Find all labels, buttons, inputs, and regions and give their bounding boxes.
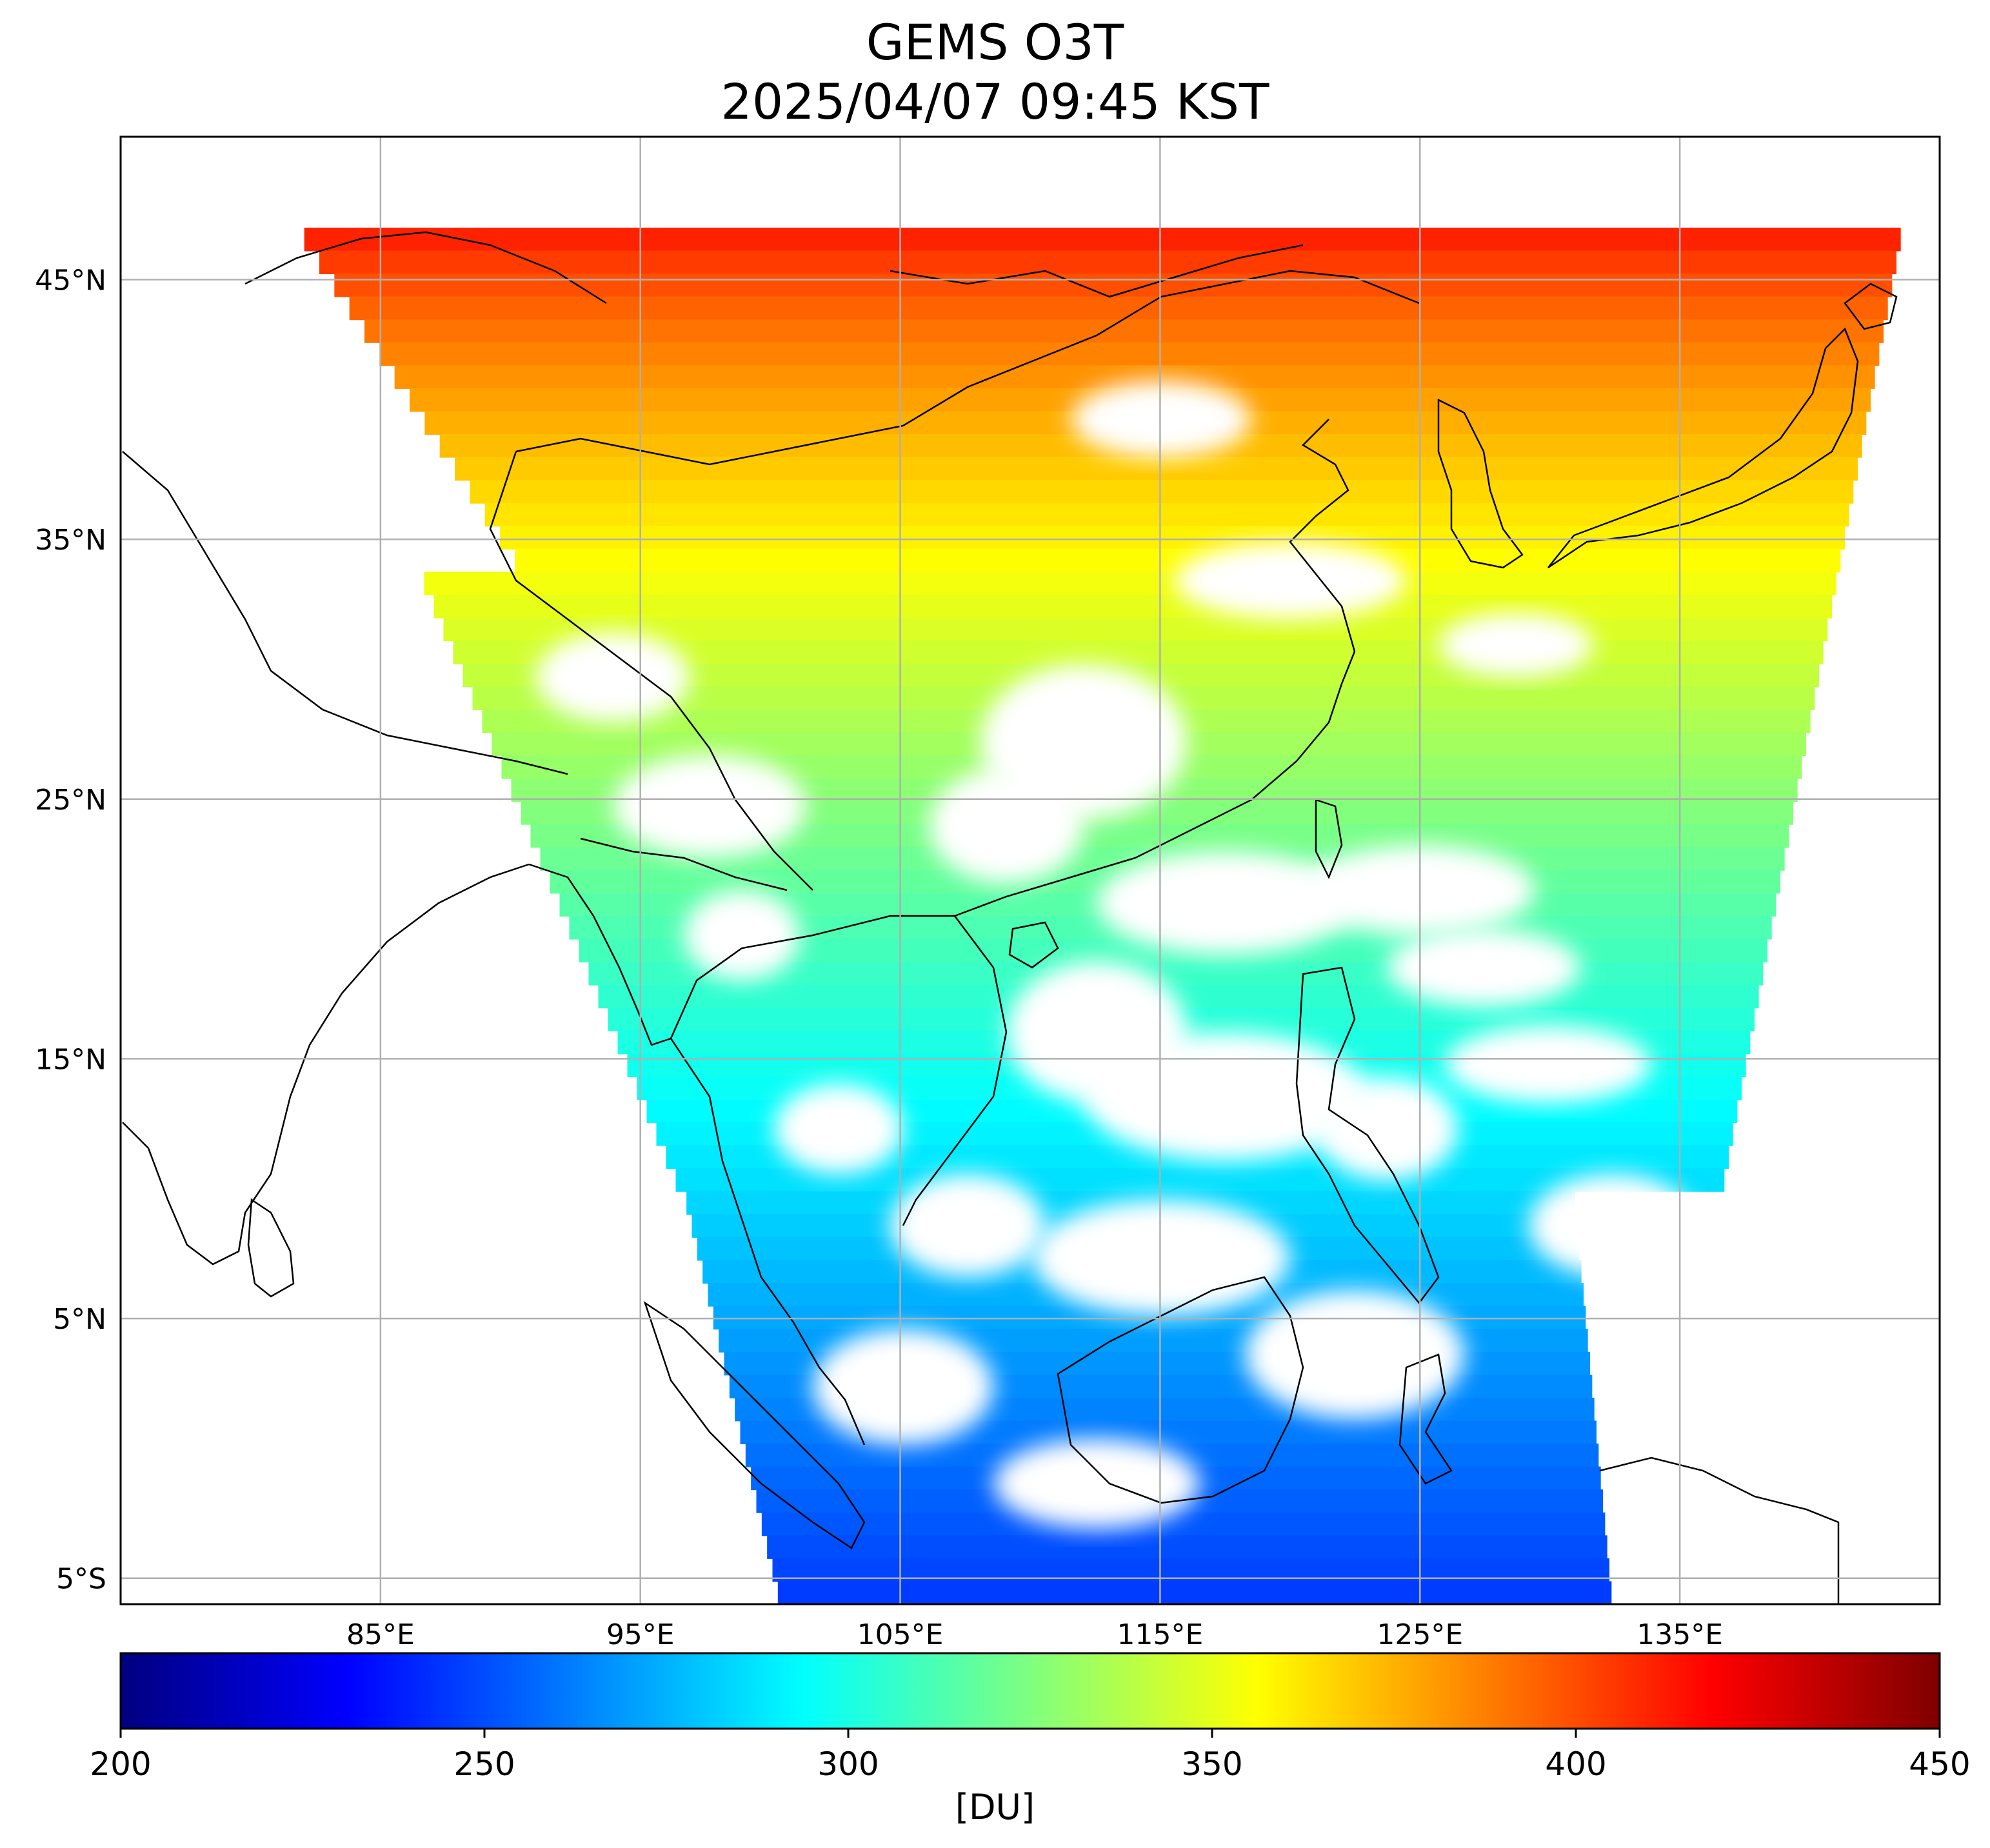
cloud-blob <box>993 1438 1200 1529</box>
cloud-blob <box>774 1084 903 1174</box>
colorbar-tick-label: 350 <box>1181 1745 1242 1783</box>
coastlines <box>122 231 1898 1604</box>
cloud-blob <box>1303 845 1535 935</box>
x-tick-label: 85°E <box>346 1618 415 1651</box>
map-title: GEMS O3T 2025/04/07 09:45 KST <box>0 13 1990 132</box>
cloud-blob <box>1529 1174 1696 1277</box>
y-tick-label: 5°S <box>56 1563 106 1596</box>
swath-band <box>334 273 1893 297</box>
swath-band <box>500 526 1845 550</box>
cloud-mask <box>535 381 1696 1529</box>
colorbar <box>121 1653 1940 1729</box>
colorbar-tick-label: 250 <box>453 1745 515 1783</box>
colorbar-ticks: 200 250 300 350 400 450 <box>90 1729 1971 1783</box>
x-axis-labels: 85°E 95°E 105°E 115°E 125°E 135°E <box>346 1618 1723 1651</box>
ozone-swath-layer <box>304 227 1901 1604</box>
cloud-blob <box>535 632 690 722</box>
swath-band <box>455 457 1858 481</box>
cloud-blob <box>1174 542 1406 619</box>
cloud-blob <box>684 890 800 980</box>
cloud-blob <box>1438 613 1593 677</box>
swath-band <box>319 250 1896 275</box>
swath-band <box>433 595 1832 619</box>
swath-band <box>443 617 1828 642</box>
x-tick-label: 125°E <box>1377 1618 1463 1651</box>
swath-band <box>484 502 1849 527</box>
colorbar-unit-label: [DU] <box>955 1787 1035 1827</box>
gridlines <box>121 137 1940 1604</box>
swath-band <box>349 296 1888 321</box>
y-tick-label: 15°N <box>35 1043 106 1076</box>
x-tick-label: 95°E <box>606 1618 675 1651</box>
cloud-blob <box>813 1329 993 1445</box>
swath-band <box>761 1512 1606 1536</box>
swath-band <box>304 227 1901 252</box>
cloud-blob <box>1245 1290 1464 1419</box>
cloud-blob <box>929 768 1084 884</box>
x-tick-label: 135°E <box>1637 1618 1723 1651</box>
colorbar-tick-label: 300 <box>817 1745 879 1783</box>
swath-band <box>777 1581 1612 1604</box>
cloud-blob <box>1071 381 1251 458</box>
plot-frame <box>119 135 1941 1605</box>
cloud-blob <box>613 755 806 858</box>
title-product: GEMS O3T <box>866 14 1124 71</box>
y-tick-label: 45°N <box>35 264 106 297</box>
cloud-blob <box>1316 1077 1458 1180</box>
cloud-blob <box>1097 851 1355 955</box>
colorbar-tick-label: 400 <box>1545 1745 1606 1783</box>
cloud-blob <box>890 1174 1045 1277</box>
title-timestamp: 2025/04/07 09:45 KST <box>721 73 1269 130</box>
y-axis-labels: 45°N 35°N 25°N 15°N 5°N 5°S <box>35 264 106 1595</box>
cloud-blob <box>1387 929 1580 1006</box>
y-tick-label: 5°N <box>53 1303 106 1336</box>
colorbar-frame <box>119 1652 1941 1730</box>
swath-band <box>364 319 1884 343</box>
swath-band <box>470 480 1854 504</box>
swath-band <box>515 548 1841 573</box>
swath-band <box>379 342 1880 366</box>
swath-band <box>767 1535 1607 1559</box>
y-tick-label: 25°N <box>35 784 106 817</box>
cloud-blob <box>1032 1200 1290 1316</box>
cloud-blob <box>1084 1032 1368 1161</box>
x-tick-label: 105°E <box>857 1618 944 1651</box>
y-tick-label: 35°N <box>35 524 106 557</box>
colorbar-tick-label: 200 <box>90 1745 151 1783</box>
swath-band <box>424 571 1836 596</box>
cloud-blob <box>1445 1026 1651 1103</box>
colorbar-tick-label: 450 <box>1909 1745 1970 1783</box>
x-tick-label: 115°E <box>1117 1618 1204 1651</box>
